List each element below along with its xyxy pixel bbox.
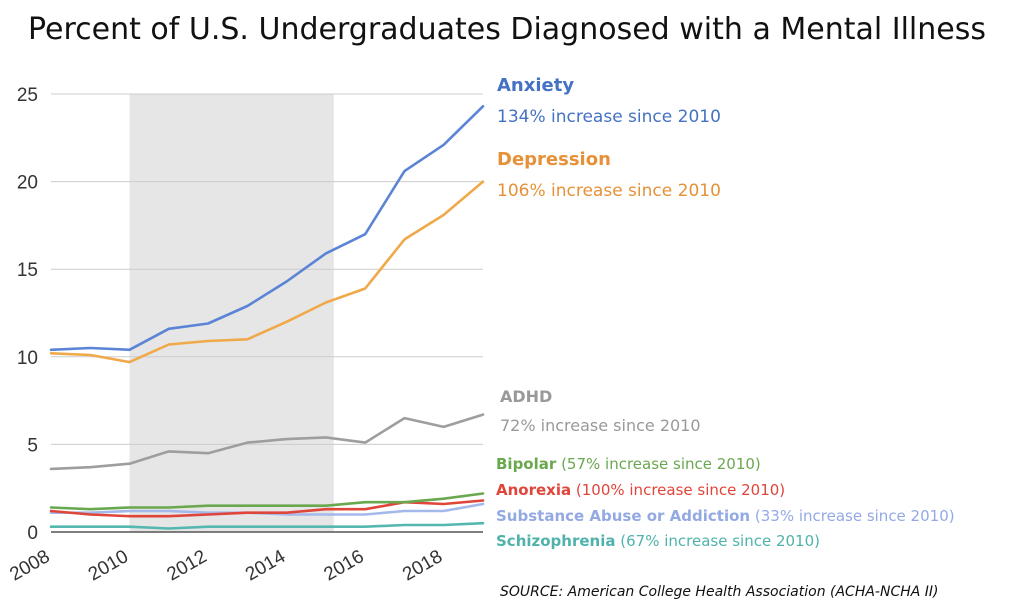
source-note: SOURCE: American College Health Associat…	[500, 584, 939, 600]
series-line-anxiety	[49, 105, 485, 352]
y-tick-label: 20	[17, 173, 38, 194]
bipolar-annotation: (57% increase since 2010)	[561, 455, 761, 473]
depression-label: Depression	[497, 149, 611, 170]
substance-annotation: (33% increase since 2010)	[755, 507, 955, 525]
series-line-depression	[49, 180, 485, 364]
x-tick-label: 2012	[163, 546, 210, 585]
anorexia-annotation: (100% increase since 2010)	[576, 481, 785, 499]
chart-title: Percent of U.S. Undergraduates Diagnosed…	[28, 12, 986, 47]
y-tick-label: 25	[17, 85, 38, 106]
anxiety-annotation: 134% increase since 2010	[497, 107, 721, 127]
series-line-bipolar	[49, 492, 485, 511]
x-tick-label: 2010	[85, 546, 132, 585]
anorexia-label: Anorexia	[496, 481, 571, 499]
depression-annotation: 106% increase since 2010	[497, 181, 721, 201]
x-tick-label: 2018	[399, 546, 446, 585]
y-tick-label: 10	[17, 348, 38, 369]
y-tick-label: 5	[27, 435, 38, 456]
adhd-label: ADHD	[500, 387, 552, 406]
anorexia-legend: Anorexia (100% increase since 2010)	[496, 481, 785, 499]
series-line-adhd	[49, 413, 485, 471]
x-tick-label: 2014	[242, 546, 289, 586]
bipolar-label: Bipolar	[496, 455, 557, 473]
anxiety-label: Anxiety	[497, 75, 574, 96]
schizophrenia-annotation: (67% increase since 2010)	[620, 532, 820, 550]
x-tick-label: 2016	[321, 546, 368, 585]
schizophrenia-legend: Schizophrenia (67% increase since 2010)	[496, 532, 820, 550]
x-tick-label: 2008	[6, 546, 53, 585]
y-tick-label: 15	[17, 260, 38, 281]
substance-legend: Substance Abuse or Addiction (33% increa…	[496, 507, 955, 525]
substance-label: Substance Abuse or Addiction	[496, 507, 750, 525]
bipolar-legend: Bipolar (57% increase since 2010)	[496, 455, 761, 473]
series-line-schizophrenia	[49, 521, 485, 530]
y-tick-label: 0	[27, 523, 38, 544]
adhd-annotation: 72% increase since 2010	[500, 416, 701, 435]
schizophrenia-label: Schizophrenia	[496, 532, 615, 550]
